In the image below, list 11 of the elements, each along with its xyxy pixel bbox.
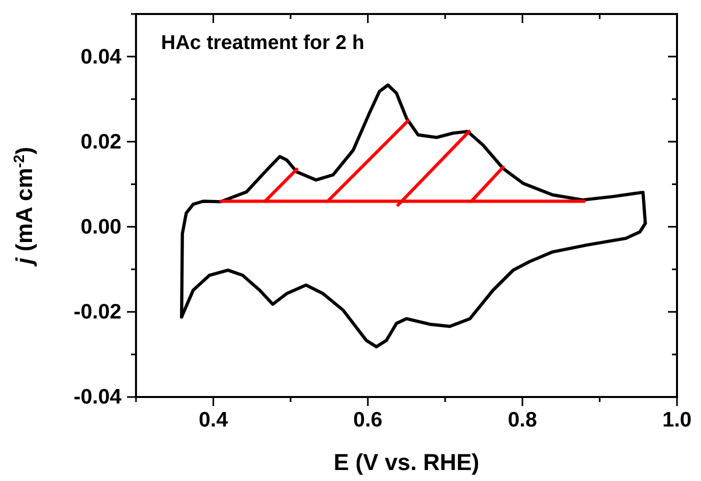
x-axis-title: E (V vs. RHE) (334, 449, 480, 475)
x-tick-label: 0.6 (353, 408, 382, 432)
x-tick-label: 0.8 (508, 408, 538, 432)
annotation: HAc treatment for 2 h (161, 32, 364, 54)
y-tick-label: -0.04 (74, 386, 122, 409)
y-tick-label: 0.04 (80, 45, 122, 68)
y-tick-label: 0.02 (80, 130, 122, 154)
y-tick-label: 0.00 (80, 216, 122, 238)
y-tick-label: -0.02 (74, 300, 122, 324)
x-tick-label: 1.0 (662, 408, 692, 432)
x-tick-label: 0.4 (198, 408, 228, 432)
